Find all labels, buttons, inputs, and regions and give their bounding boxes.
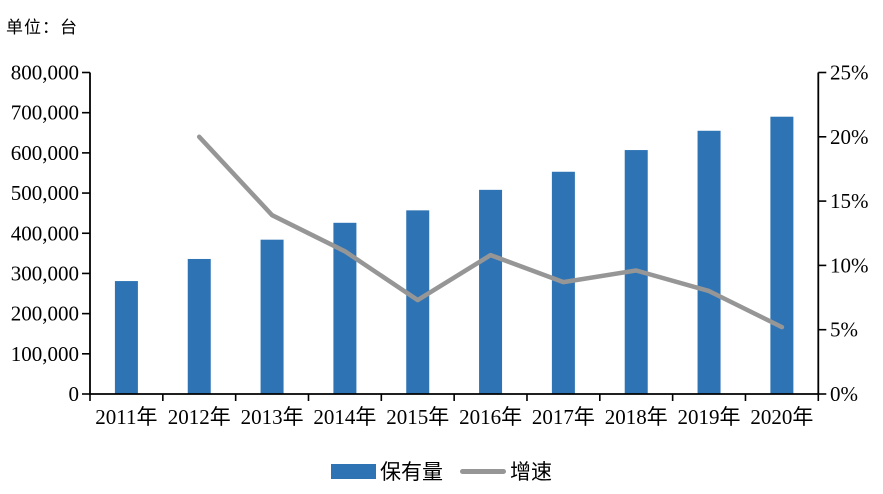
legend-line-label: 增速 [510, 460, 552, 484]
left-axis-tick-label: 200,000 [11, 302, 79, 326]
bar-2014年 [333, 222, 357, 394]
x-axis-tick-label: 2018年 [605, 405, 668, 429]
right-axis-tick-label: 10% [830, 253, 869, 277]
x-axis-tick-label: 2014年 [313, 405, 376, 429]
legend: 保有量 增速 [0, 457, 883, 485]
chart-canvas: 0 100,000 200,000 300,000 400,000 500,000 600,… [11, 61, 869, 430]
x-axis-tick-label: 2020年 [750, 405, 813, 429]
right-axis-tick-label: 25% [830, 61, 869, 85]
legend-bar-label: 保有量 [380, 460, 443, 484]
left-axis-tick-label: 300,000 [11, 261, 79, 285]
right-axis-tick-label: 0% [830, 382, 858, 406]
x-axis-tick-label: 2011年 [95, 405, 157, 429]
bar-2013年 [260, 239, 284, 394]
left-axis-tick-label: 400,000 [11, 221, 79, 245]
x-axis-tick-label: 2017年 [532, 405, 595, 429]
right-axis-tick-label: 5% [830, 318, 858, 342]
growth-line [196, 134, 785, 330]
left-axis-tick-label: 500,000 [11, 181, 79, 205]
bar-2012年 [187, 258, 211, 394]
x-axis-tick-label: 2012年 [168, 405, 231, 429]
legend-line-swatch [460, 468, 506, 474]
x-axis-tick-label: 2013年 [241, 405, 304, 429]
unit-label: 单位：台 [6, 18, 78, 37]
bar-2011年 [114, 281, 138, 394]
left-axis-tick-label: 600,000 [11, 141, 79, 165]
legend-bar-swatch [331, 463, 376, 479]
x-axis-tick-label: 2015年 [386, 405, 449, 429]
left-axis-tick-label: 100,000 [11, 342, 79, 366]
bar-2019年 [697, 130, 721, 394]
left-axis-tick-label: 800,000 [11, 61, 79, 85]
left-axis-tick-label: 700,000 [11, 101, 79, 125]
bar-2016年 [479, 189, 503, 394]
right-axis-tick-label: 20% [830, 125, 869, 149]
bar-2020年 [770, 116, 794, 395]
right-axis-tick-label: 15% [830, 189, 869, 213]
x-axis-tick-label: 2016年 [459, 405, 522, 429]
left-axis-tick-label: 0 [69, 382, 80, 406]
x-axis-tick-label: 2019年 [678, 405, 741, 429]
